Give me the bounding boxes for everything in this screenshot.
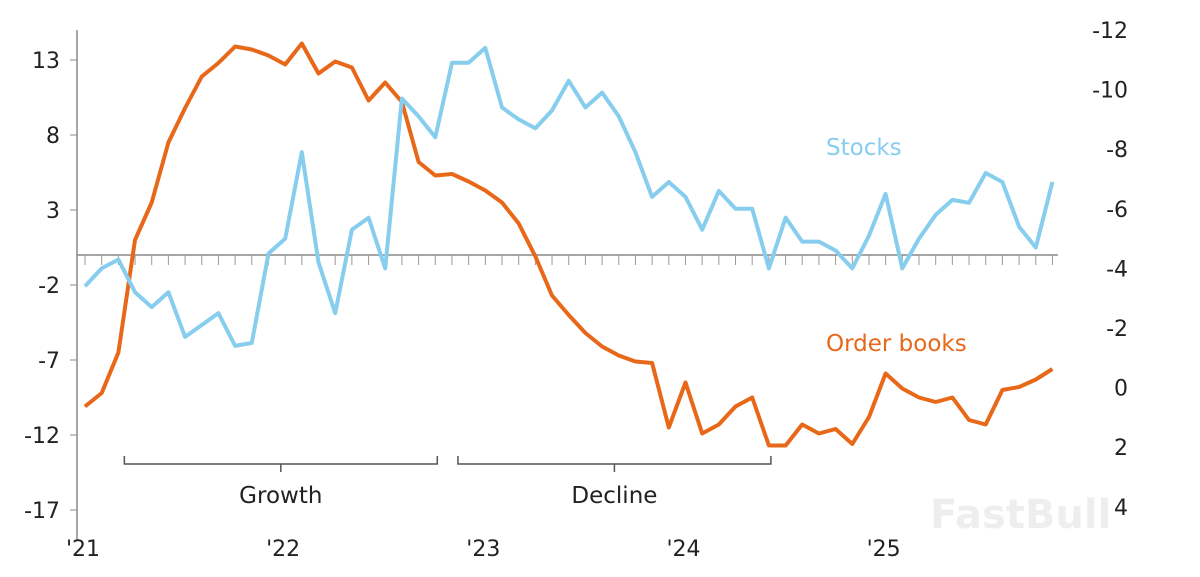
annotation-bracket: [457, 456, 772, 472]
series-line-stocks: [83, 45, 1055, 348]
left-tick-label: -17: [24, 499, 60, 524]
annotation-bracket: [123, 456, 439, 472]
left-tick-label: -2: [38, 274, 60, 299]
x-axis-ticks: '21 '22 '23 '24 '25: [66, 537, 901, 562]
annotation-brackets: Growth Decline: [123, 456, 772, 509]
left-tick-label: 13: [32, 49, 60, 74]
annotation-label: Growth: [239, 483, 322, 509]
left-axis-ticks: 13 8 3 -2 -7 -12 -17: [24, 49, 77, 524]
left-tick-label: -12: [24, 424, 60, 449]
legend-stocks: Stocks: [826, 135, 902, 161]
left-tick-label: 3: [46, 199, 60, 224]
right-tick-label: -2: [1106, 317, 1128, 342]
legend-order-books: Order books: [826, 331, 967, 357]
right-tick-label: -8: [1106, 138, 1128, 163]
right-tick-label: -4: [1106, 257, 1128, 282]
right-tick-label: 4: [1114, 496, 1128, 521]
right-axis-ticks: -12 -10 -8 -6 -4 -2 0 2 4: [1092, 19, 1128, 521]
left-tick-label: -7: [38, 349, 60, 374]
annotation-label: Decline: [571, 483, 657, 509]
right-tick-label: -10: [1092, 79, 1128, 104]
x-tick-label: '23: [466, 537, 500, 562]
right-tick-label: 0: [1114, 377, 1128, 402]
right-tick-label: -6: [1106, 198, 1128, 223]
left-tick-label: 8: [46, 124, 60, 149]
right-tick-label: -12: [1092, 19, 1128, 44]
x-tick-label: '22: [266, 537, 300, 562]
x-tick-label: '25: [867, 537, 901, 562]
watermark-logo: FastBull: [930, 492, 1111, 538]
x-tick-label: '24: [666, 537, 700, 562]
right-tick-label: 2: [1114, 436, 1128, 461]
x-tick-label: '21: [66, 537, 100, 562]
series-line-order-books: [83, 41, 1054, 448]
